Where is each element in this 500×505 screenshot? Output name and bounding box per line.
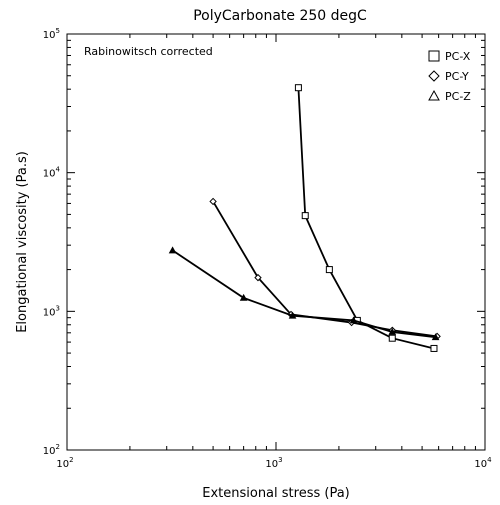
x-axis-label: Extensional stress (Pa): [202, 486, 350, 501]
data-point-pc-x: [325, 266, 333, 274]
y-axis-ticks: 102 103 104 105: [43, 27, 485, 457]
data-point-pc-z: [168, 246, 177, 254]
annotation-text: Rabinowitsch corrected: [84, 45, 213, 58]
y-tick-exponent: 2: [56, 443, 60, 451]
y-tick-label: 102: [43, 443, 60, 457]
data-point-pc-x: [430, 344, 438, 352]
y-tick-exponent: 5: [56, 27, 60, 35]
x-tick-label: 104: [474, 456, 492, 470]
y-tick-exponent: 3: [56, 304, 60, 312]
series-line-pc-z: [172, 249, 436, 339]
legend-label-pc-y: PC-Y: [445, 70, 469, 83]
y-axis-label: Elongational viscosity (Pa.s): [15, 151, 30, 333]
series-pc-x: [294, 84, 438, 352]
x-axis-ticks: 102 103 104: [56, 34, 492, 470]
legend-marker-pc-z: [428, 89, 440, 101]
legend-marker-pc-y: [428, 70, 440, 82]
x-tick-label: 102: [56, 456, 73, 470]
legend-item-pc-z: PC-Z: [428, 89, 471, 103]
legend-marker-pc-x: [428, 50, 440, 62]
y-tick-label: 104: [43, 166, 61, 180]
legend-label-pc-z: PC-Z: [445, 90, 471, 103]
x-tick-exponent: 3: [278, 456, 282, 464]
data-point-pc-y: [209, 197, 217, 206]
series-layer: [168, 84, 441, 352]
legend-item-pc-x: PC-X: [428, 50, 471, 63]
data-point-pc-z: [431, 333, 440, 341]
data-point-pc-y: [254, 273, 262, 282]
plot-frame: [66, 33, 486, 451]
x-tick-exponent: 4: [487, 456, 492, 464]
data-point-pc-z: [288, 311, 297, 319]
data-point-pc-z: [239, 293, 248, 301]
y-tick-label: 105: [43, 27, 60, 41]
series-pc-z: [168, 246, 440, 341]
y-tick-label: 103: [43, 304, 60, 318]
legend-item-pc-y: PC-Y: [428, 70, 469, 83]
y-tick-exponent: 4: [56, 166, 61, 174]
data-point-pc-z: [388, 327, 397, 335]
chart-title: PolyCarbonate 250 degC: [193, 8, 367, 24]
series-line-pc-x: [297, 87, 435, 350]
x-tick-label: 103: [265, 456, 282, 470]
legend-label-pc-x: PC-X: [445, 50, 471, 63]
data-point-pc-x: [294, 84, 302, 92]
legend: PC-X PC-Y PC-Z: [428, 50, 471, 103]
data-point-pc-x: [388, 334, 396, 342]
data-point-pc-x: [301, 212, 309, 220]
series-line-pc-y: [212, 201, 438, 338]
x-tick-exponent: 2: [69, 456, 73, 464]
data-point-pc-z: [349, 316, 358, 324]
